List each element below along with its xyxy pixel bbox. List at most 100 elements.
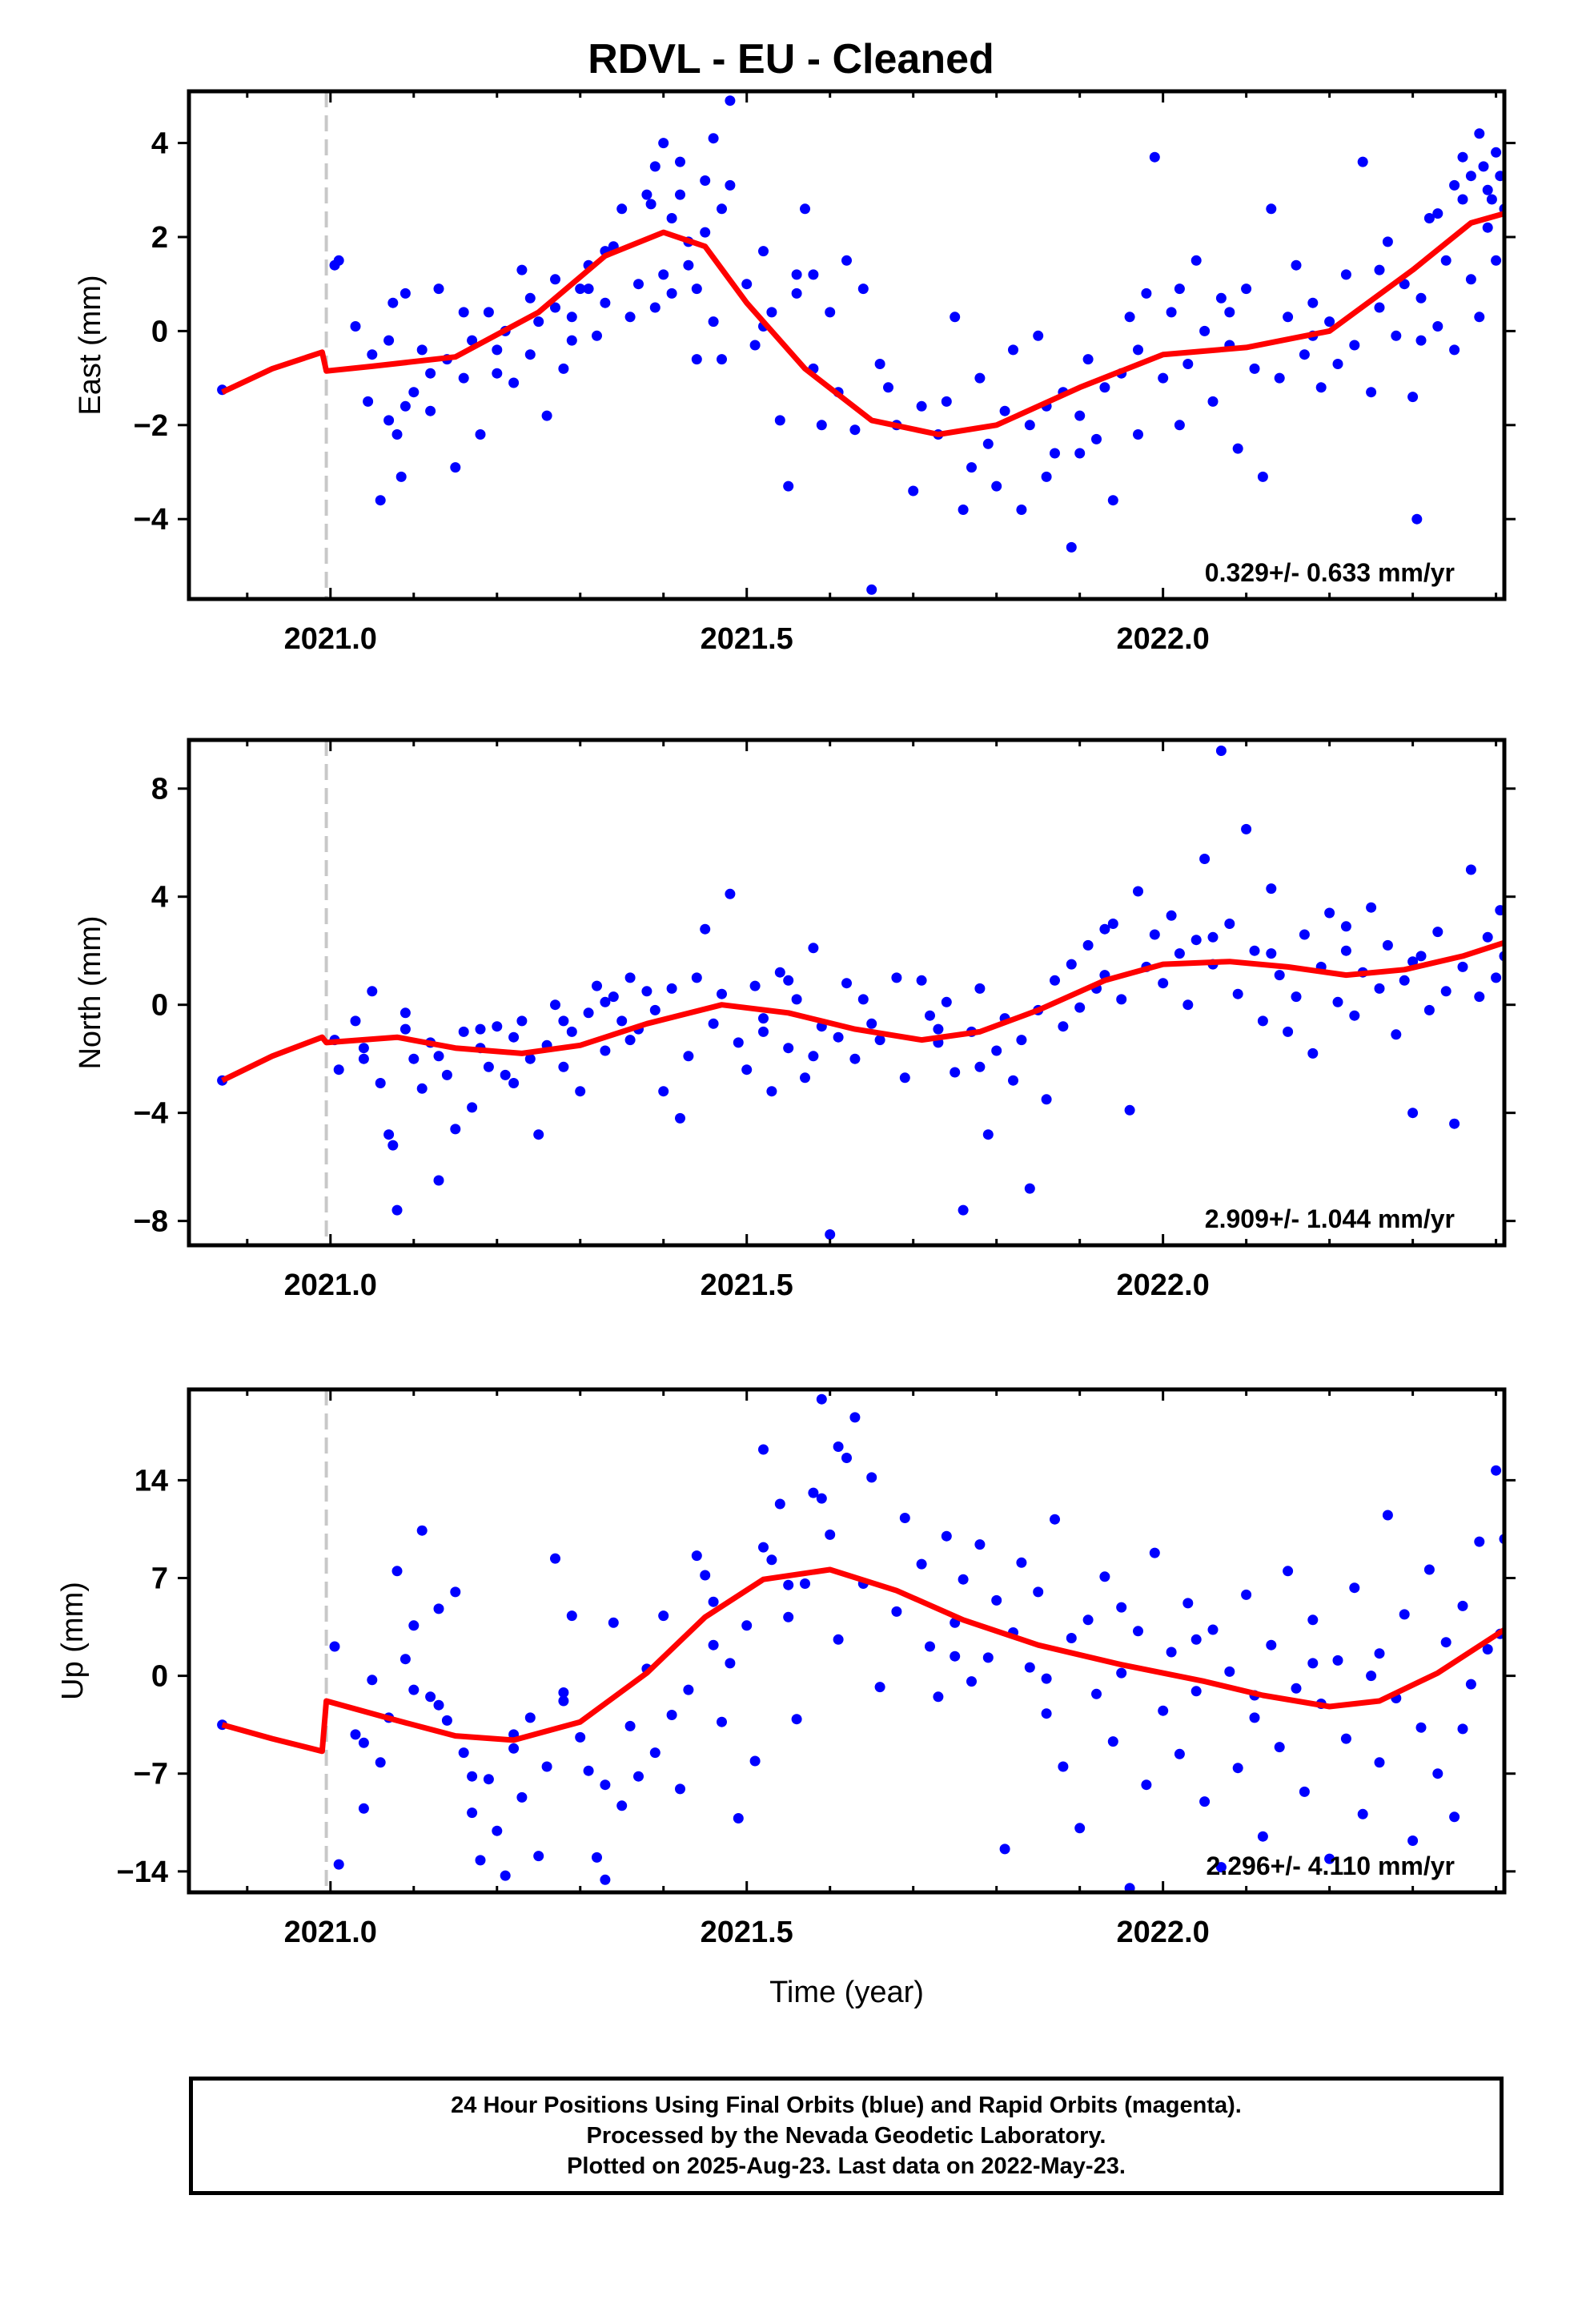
data-point xyxy=(367,986,378,997)
y-tick-label: −7 xyxy=(134,1758,168,1791)
data-point xyxy=(1307,297,1319,308)
data-point xyxy=(1432,208,1443,219)
data-point xyxy=(1207,1624,1219,1635)
plot-frame xyxy=(187,738,1507,1248)
data-point xyxy=(1232,988,1243,999)
data-point xyxy=(825,1529,836,1540)
data-point xyxy=(375,495,386,506)
data-point xyxy=(416,344,428,356)
data-point xyxy=(1366,1671,1377,1682)
data-point xyxy=(725,95,736,107)
plot-frame xyxy=(187,89,1507,601)
y-tick-label: −8 xyxy=(134,1205,168,1239)
data-point xyxy=(1224,919,1235,929)
figure-title: RDVL - EU - Cleaned xyxy=(588,36,994,82)
data-point xyxy=(1158,372,1169,384)
data-point xyxy=(808,943,819,954)
data-point xyxy=(857,283,869,295)
x-tick-label: 2021.0 xyxy=(284,1269,377,1302)
data-point xyxy=(583,1007,594,1019)
model-curve xyxy=(221,1566,1504,1755)
data-point xyxy=(396,471,407,482)
data-point xyxy=(717,1716,727,1727)
data-point xyxy=(1099,382,1110,393)
data-point xyxy=(1174,283,1185,295)
data-point xyxy=(616,1800,628,1811)
data-point xyxy=(783,975,794,986)
data-point xyxy=(566,1610,577,1622)
plot-frame xyxy=(187,1387,1507,1895)
data-point xyxy=(1374,1757,1385,1768)
data-point xyxy=(1166,307,1177,318)
data-point xyxy=(1399,1609,1410,1620)
data-point xyxy=(950,1651,961,1662)
data-point xyxy=(1274,1742,1285,1753)
data-point xyxy=(1241,823,1252,834)
data-point xyxy=(833,1441,844,1452)
data-point xyxy=(1191,935,1202,946)
data-point xyxy=(908,485,919,497)
data-point xyxy=(1133,429,1143,440)
data-point xyxy=(1033,330,1044,341)
data-point xyxy=(1174,948,1185,959)
data-point xyxy=(1432,927,1443,938)
x-tick-label: 2022.0 xyxy=(1117,622,1210,656)
data-point xyxy=(475,1855,486,1866)
data-point xyxy=(508,1743,520,1754)
data-point xyxy=(1391,330,1402,341)
data-point xyxy=(1107,495,1118,506)
data-point xyxy=(641,986,652,997)
data-point xyxy=(483,1774,494,1785)
data-point xyxy=(1307,1658,1319,1669)
data-point xyxy=(616,203,628,215)
data-point xyxy=(433,1699,444,1711)
data-point xyxy=(1474,128,1485,139)
data-point xyxy=(450,1124,461,1135)
footer-line-3: Plotted on 2025-Aug-23. Last data on 202… xyxy=(567,2153,1126,2179)
data-point xyxy=(1423,1564,1435,1575)
data-point xyxy=(1199,1796,1211,1807)
data-point xyxy=(1465,274,1476,285)
data-point xyxy=(733,1037,744,1048)
data-point xyxy=(600,1874,611,1885)
data-point xyxy=(974,372,986,384)
data-point xyxy=(1415,951,1427,962)
data-point xyxy=(991,1045,1002,1056)
data-point xyxy=(974,983,986,994)
data-point xyxy=(600,1045,611,1056)
data-point xyxy=(1149,151,1160,163)
data-point xyxy=(800,1578,810,1589)
data-point xyxy=(658,269,669,280)
data-point xyxy=(1449,179,1460,191)
data-point xyxy=(1291,259,1302,271)
data-point xyxy=(1283,312,1294,323)
points-group xyxy=(217,746,1504,1240)
data-point xyxy=(450,1586,461,1598)
data-point xyxy=(1299,349,1310,360)
data-point xyxy=(649,161,661,172)
data-point xyxy=(1340,1733,1351,1744)
data-point xyxy=(1133,1626,1143,1637)
data-point xyxy=(492,368,503,379)
data-point xyxy=(841,978,852,989)
data-point xyxy=(941,396,952,407)
data-point xyxy=(1041,1673,1052,1684)
data-point xyxy=(1099,1571,1110,1582)
x-axis-label: Time (year) xyxy=(769,1976,924,2009)
data-point xyxy=(391,429,403,440)
data-point xyxy=(1082,1614,1094,1626)
model-curve xyxy=(221,211,1504,437)
data-point xyxy=(675,1112,685,1124)
data-point xyxy=(467,1807,478,1819)
data-point xyxy=(616,1015,628,1027)
data-point xyxy=(1215,292,1227,304)
data-point xyxy=(1407,956,1419,967)
data-point xyxy=(566,312,577,323)
data-point xyxy=(1158,978,1169,989)
data-point xyxy=(458,1026,469,1037)
data-point xyxy=(1224,1666,1235,1677)
data-point xyxy=(1432,321,1443,332)
data-point xyxy=(849,1053,861,1064)
data-point xyxy=(1116,1602,1127,1613)
